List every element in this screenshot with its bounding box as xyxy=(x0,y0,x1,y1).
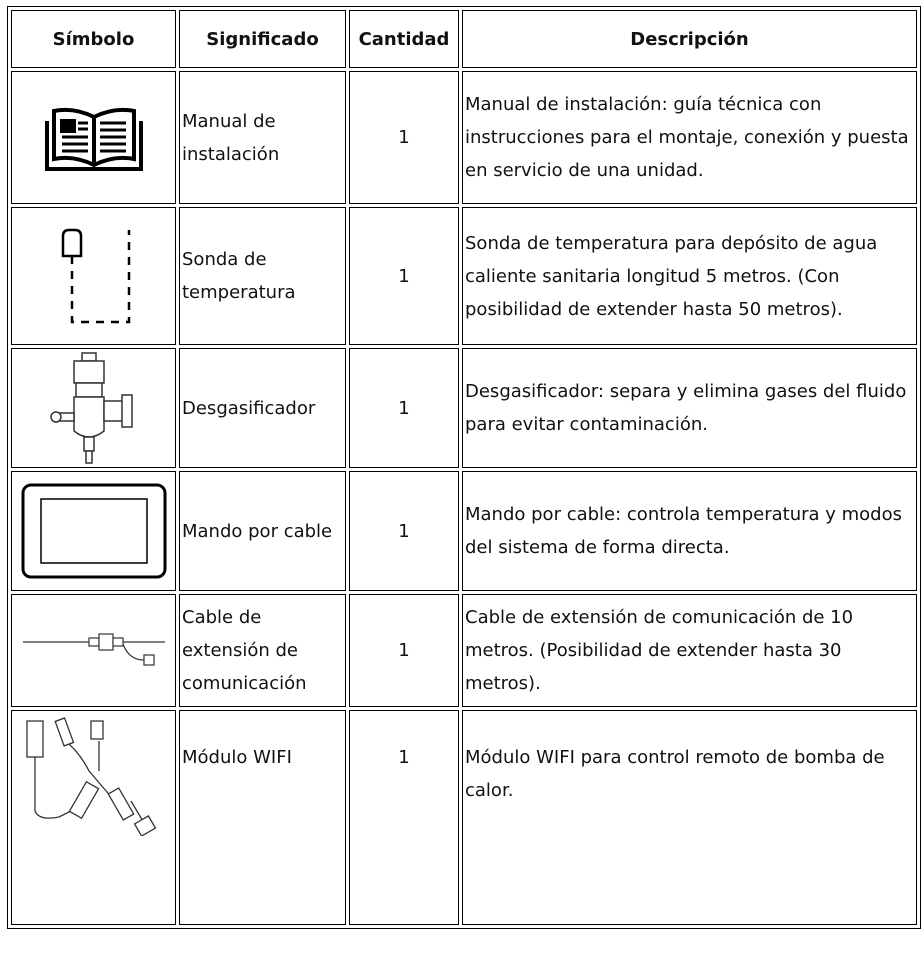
quantity-cell: 1 xyxy=(349,207,459,345)
meaning-cell: Mando por cable xyxy=(179,471,346,591)
row: Sonda de temperatura 1 Sonda de temperat… xyxy=(11,207,917,345)
header-cell: Cantidad xyxy=(349,10,459,68)
description-cell: Cable de extensión de comunicación de 10… xyxy=(462,594,917,707)
meaning-cell: Cable de extensión de comunicación xyxy=(179,594,346,707)
row: Manual de instalación 1 Manual de instal… xyxy=(11,71,917,204)
description-cell: Módulo WIFI para control remoto de bomba… xyxy=(462,710,917,925)
symbol-cell xyxy=(11,71,176,204)
quantity-cell: 1 xyxy=(349,71,459,204)
quantity-cell: 1 xyxy=(349,594,459,707)
probe-icon xyxy=(61,228,130,324)
symbol-cell xyxy=(11,594,176,707)
items-table: Símbolo Significado Cantidad Descripción… xyxy=(7,6,921,929)
description-cell: Manual de instalación: guía técnica con … xyxy=(462,71,917,204)
header-cell: Significado xyxy=(179,10,346,68)
symbol-cell xyxy=(11,710,176,925)
header-cell: Descripción xyxy=(462,10,917,68)
quantity-cell: 1 xyxy=(349,348,459,468)
header-row: Símbolo Significado Cantidad Descripción xyxy=(11,10,917,68)
meaning-cell: Desgasificador xyxy=(179,348,346,468)
row: Módulo WIFI 1 Módulo WIFI para control r… xyxy=(11,710,917,925)
row: Mando por cable 1 Mando por cable: contr… xyxy=(11,471,917,591)
meaning-cell: Manual de instalación xyxy=(179,71,346,204)
quantity-cell: 1 xyxy=(349,471,459,591)
header-cell: Símbolo xyxy=(11,10,176,68)
description-cell: Sonda de temperatura para depósito de ag… xyxy=(462,207,917,345)
row: Desgasificador 1 Desgasificador: separa … xyxy=(11,348,917,468)
meaning-cell: Módulo WIFI xyxy=(179,710,346,925)
degasser-icon xyxy=(49,351,133,464)
quantity-cell: 1 xyxy=(349,710,459,925)
controller-icon xyxy=(21,483,166,579)
cable-icon xyxy=(22,632,165,666)
symbol-cell xyxy=(11,348,176,468)
symbol-cell xyxy=(11,471,176,591)
description-cell: Mando por cable: controla temperatura y … xyxy=(462,471,917,591)
wifi-module-icon xyxy=(25,717,156,836)
description-cell: Desgasificador: separa y elimina gases d… xyxy=(462,348,917,468)
meaning-cell: Sonda de temperatura xyxy=(179,207,346,345)
manual-icon xyxy=(44,107,143,171)
row: Cable de extensión de comunicación 1 Cab… xyxy=(11,594,917,707)
symbol-cell xyxy=(11,207,176,345)
